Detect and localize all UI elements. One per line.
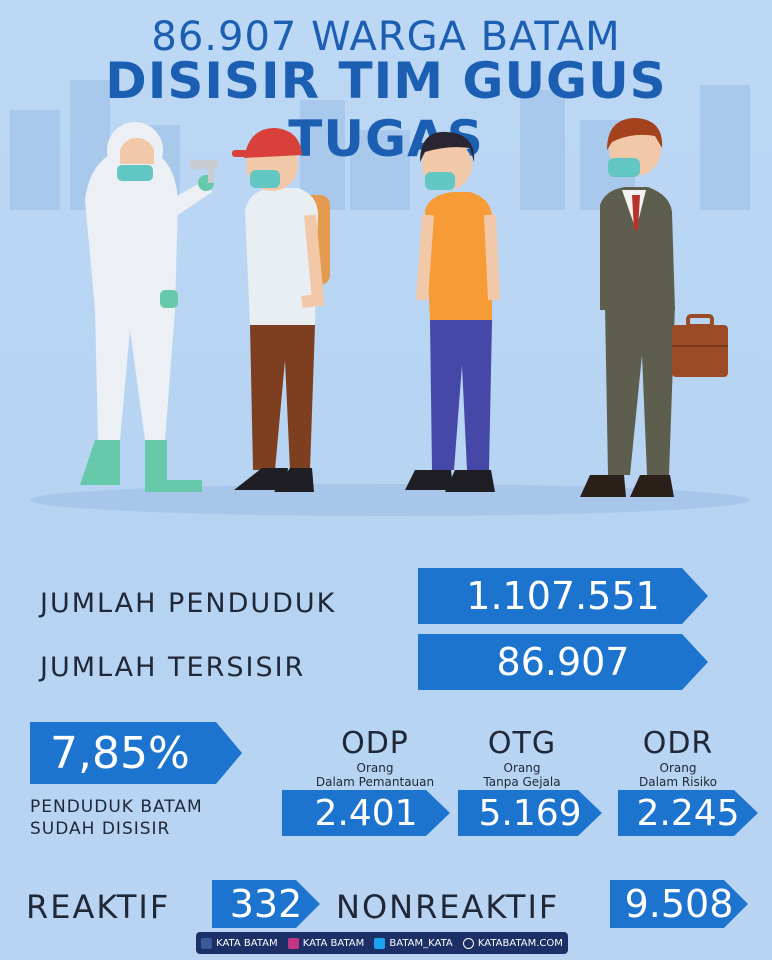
category-desc-line2: Dalam Pemantauan [315, 775, 435, 789]
website-url: KATABATAM.COM [477, 937, 563, 949]
facebook-handle: KATA BATAM [216, 937, 278, 949]
population-label: JUMLAH PENDUDUK [40, 588, 337, 619]
student-figure [232, 128, 330, 492]
category-desc-line1: Orang [503, 761, 541, 775]
reaktif-value-arrow: 332 [212, 880, 320, 928]
percentage-arrow: 7,85% [30, 722, 242, 784]
screened-value-arrow: 86.907 [418, 634, 708, 690]
odr-value: 2.245 [636, 792, 740, 834]
headline-count: 86.907 WARGA BATAM [151, 14, 621, 60]
population-value-arrow: 1.107.551 [418, 568, 708, 624]
category-code: ODP [341, 726, 409, 761]
category-desc-line1: Orang [356, 761, 394, 775]
facebook-link[interactable]: KATA BATAM [201, 937, 278, 949]
percentage-value: 7,85% [50, 727, 190, 779]
nonreaktif-label: NONREAKTIF [336, 888, 560, 926]
businessman-figure [580, 118, 728, 497]
odp-value: 2.401 [314, 792, 418, 834]
otg-value-arrow: 5.169 [458, 790, 602, 836]
twitter-link[interactable]: BATAM_KATA [374, 937, 453, 949]
social-footer: KATA BATAM KATA BATAM BATAM_KATA KATABAT… [196, 932, 568, 954]
category-otg: OTG Orang Tanpa Gejala [462, 726, 582, 789]
instagram-link[interactable]: KATA BATAM [287, 937, 365, 949]
instagram-handle: KATA BATAM [302, 937, 365, 949]
category-code: ODR [642, 726, 714, 761]
category-odp: ODP Orang Dalam Pemantauan [300, 726, 450, 789]
population-value: 1.107.551 [466, 574, 660, 618]
city-skyline-background [10, 80, 750, 210]
twitter-handle: BATAM_KATA [389, 937, 453, 949]
young-man-figure [405, 131, 500, 492]
instagram-icon [287, 937, 299, 949]
reaktif-value: 332 [229, 882, 303, 926]
category-desc-line1: Orang [659, 761, 697, 775]
percentage-caption-line2: SUDAH DISISIR [30, 819, 171, 839]
screening-illustration [30, 118, 750, 516]
screened-label: JUMLAH TERSISIR [40, 652, 306, 683]
odr-value-arrow: 2.245 [618, 790, 758, 836]
percentage-caption-line1: PENDUDUK BATAM [30, 797, 203, 817]
category-desc-line2: Dalam Risiko [639, 775, 717, 789]
facebook-icon [201, 937, 213, 949]
screened-value: 86.907 [496, 640, 630, 684]
health-worker-figure [80, 122, 218, 492]
category-desc-line2: Tanpa Gejala [483, 775, 561, 789]
nonreaktif-value: 9.508 [624, 882, 734, 926]
category-code: OTG [487, 726, 557, 761]
nonreaktif-value-arrow: 9.508 [610, 880, 748, 928]
otg-value: 5.169 [478, 792, 582, 834]
category-odr: ODR Orang Dalam Risiko [618, 726, 738, 789]
reaktif-label: REAKTIF [26, 888, 171, 926]
twitter-icon [374, 937, 386, 949]
website-link[interactable]: KATABATAM.COM [462, 937, 563, 949]
odp-value-arrow: 2.401 [282, 790, 450, 836]
globe-icon [462, 937, 474, 949]
